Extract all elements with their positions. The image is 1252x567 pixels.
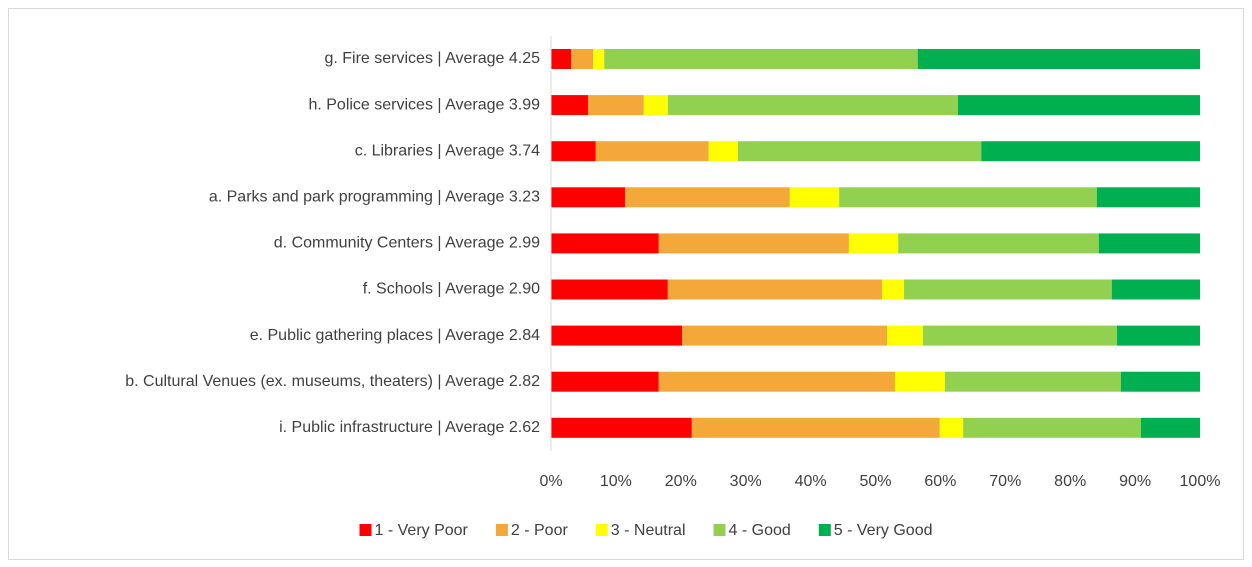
bar-segment: [1111, 279, 1200, 300]
bar-segment: [551, 325, 683, 346]
bar-segment: [708, 141, 738, 162]
bar-segment: [737, 141, 982, 162]
legend: 1 - Very Poor 2 - Poor 3 - Neutral 4 - Good…: [359, 522, 933, 539]
y-tick-label: e. Public gathering places | Average 2.8…: [250, 327, 540, 344]
x-tick-label: 10%: [600, 473, 632, 490]
x-tick-label: 30%: [730, 473, 762, 490]
y-tick-label: a. Parks and park programming | Average …: [209, 189, 540, 206]
bar-segment: [848, 233, 899, 254]
y-tick-label: b. Cultural Venues (ex. museums, theater…: [125, 373, 540, 390]
bar-segment: [1116, 325, 1200, 346]
bar-segment: [1140, 417, 1200, 438]
bar-segment: [667, 95, 958, 116]
x-tick-label: 40%: [795, 473, 827, 490]
bar-segment: [551, 49, 572, 69]
bar-segment: [595, 141, 709, 162]
bar-segment: [593, 49, 605, 69]
bar-segment: [963, 417, 1141, 438]
legend-swatch: [359, 524, 372, 536]
bar-segment: [643, 95, 668, 116]
bar-segment: [981, 141, 1200, 162]
y-tick-label: f. Schools | Average 2.90: [363, 281, 540, 298]
x-tick-label: 0%: [539, 473, 562, 490]
bar-segment: [624, 187, 790, 208]
legend-swatch: [595, 524, 608, 536]
x-tick-label: 80%: [1054, 473, 1086, 490]
bar-segment: [789, 187, 840, 208]
bar-segment: [551, 417, 692, 438]
y-tick-label: g. Fire services | Average 4.25: [324, 50, 540, 67]
legend-swatch: [495, 524, 508, 536]
bar-segment: [922, 325, 1117, 346]
legend-swatch: [713, 524, 726, 536]
bar-segment: [658, 371, 895, 392]
legend-swatch: [818, 524, 831, 536]
legend-label: 5 - Very Good: [834, 522, 933, 539]
bar-segment: [551, 141, 596, 162]
bar-segment: [957, 95, 1200, 116]
bar-segment: [587, 95, 644, 116]
bar-segment: [904, 279, 1112, 300]
bar-segment: [1120, 371, 1200, 392]
x-tick-label: 70%: [989, 473, 1021, 490]
bar-segment: [551, 95, 588, 116]
y-tick-label: c. Libraries | Average 3.74: [355, 142, 540, 159]
bar-segment: [551, 187, 625, 208]
bar-segment: [551, 233, 659, 254]
bar-segment: [917, 49, 1200, 69]
y-tick-label: h. Police services | Average 3.99: [308, 96, 540, 113]
bar-segment: [939, 417, 964, 438]
y-tick-label: d. Community Centers | Average 2.99: [274, 235, 540, 252]
bar-segment: [839, 187, 1097, 208]
bar-segment: [1098, 233, 1200, 254]
legend-label: 4 - Good: [729, 522, 791, 539]
bar-segment: [1096, 187, 1200, 208]
bar-segment: [682, 325, 888, 346]
bar-segment: [898, 233, 1099, 254]
x-tick-label: 50%: [859, 473, 891, 490]
bar-segment: [667, 279, 882, 300]
bar-segment: [551, 279, 668, 300]
bar-segment: [691, 417, 940, 438]
bar-segment: [881, 279, 905, 300]
bar-segment: [571, 49, 594, 69]
x-tick-label: 20%: [665, 473, 697, 490]
x-tick-label: 60%: [924, 473, 956, 490]
bar-segment: [604, 49, 918, 69]
x-tick-label: 90%: [1119, 473, 1151, 490]
bar-segment: [658, 233, 849, 254]
bar-segment: [894, 371, 945, 392]
bar-segment: [944, 371, 1121, 392]
legend-label: 3 - Neutral: [611, 522, 686, 539]
legend-label: 1 - Very Poor: [375, 522, 469, 539]
y-tick-label: i. Public infrastructure | Average 2.62: [279, 419, 540, 436]
legend-label: 2 - Poor: [511, 522, 569, 539]
bar-segment: [887, 325, 923, 346]
x-tick-label: 100%: [1180, 473, 1221, 490]
bar-segment: [551, 371, 659, 392]
